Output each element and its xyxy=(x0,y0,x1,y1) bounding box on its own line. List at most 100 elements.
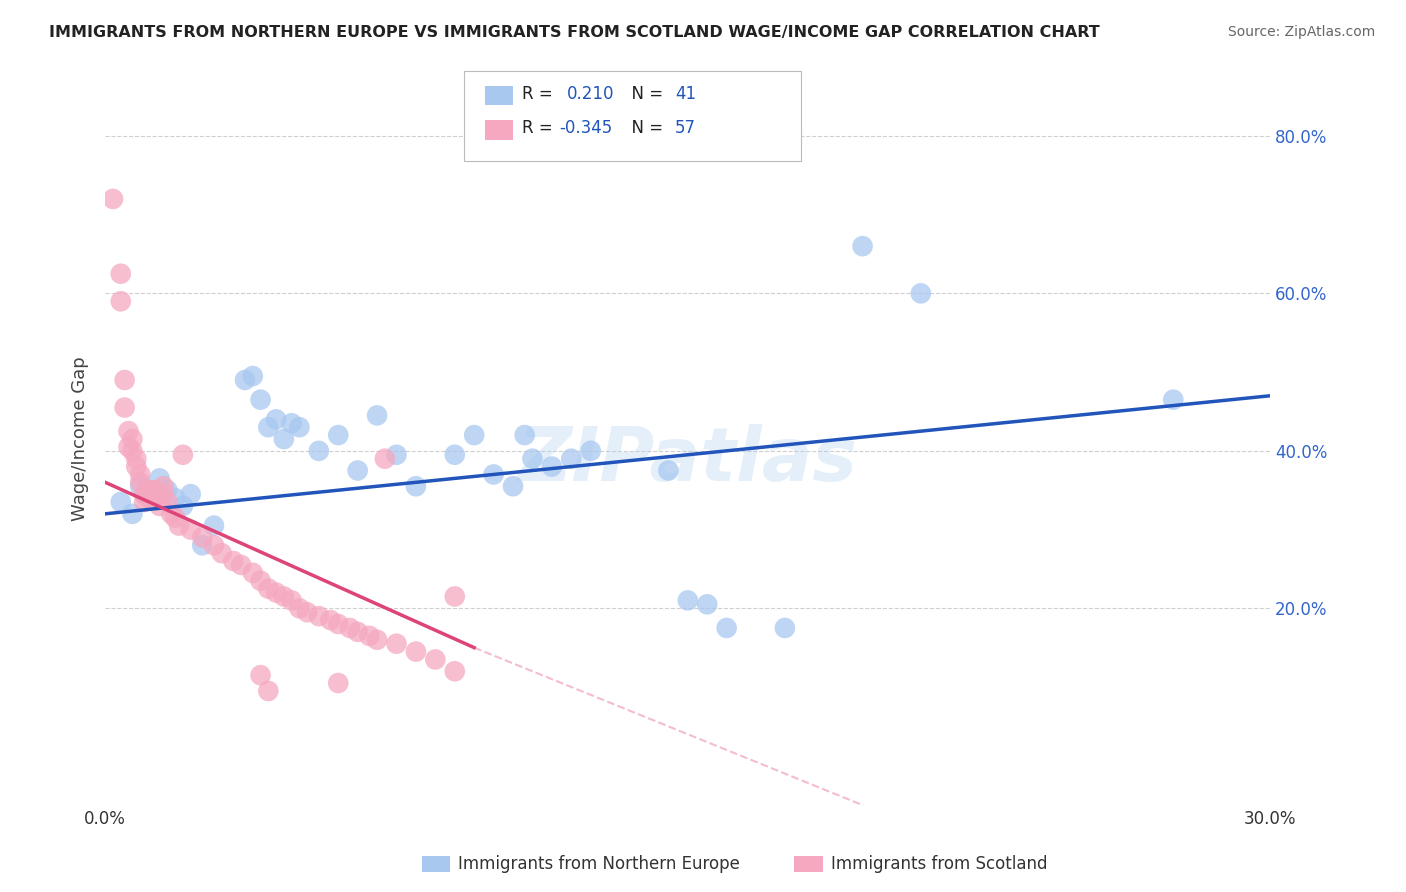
Point xyxy=(374,451,396,466)
Point xyxy=(513,428,536,442)
Text: -0.345: -0.345 xyxy=(560,119,613,136)
Point xyxy=(328,617,350,632)
Point xyxy=(202,538,225,552)
Point xyxy=(136,483,159,498)
Point xyxy=(180,523,202,537)
Point xyxy=(149,499,172,513)
Point xyxy=(101,192,124,206)
Point xyxy=(346,624,368,639)
Point xyxy=(129,475,152,490)
Text: 57: 57 xyxy=(675,119,696,136)
Point xyxy=(191,530,214,544)
Point xyxy=(405,479,427,493)
Point xyxy=(366,632,388,647)
Point xyxy=(222,554,245,568)
Point xyxy=(425,652,447,666)
Text: ZIPatlas: ZIPatlas xyxy=(517,425,858,498)
Point xyxy=(117,424,139,438)
Point xyxy=(136,491,159,505)
Point xyxy=(541,459,564,474)
Point xyxy=(308,443,330,458)
Point xyxy=(773,621,796,635)
Point xyxy=(156,495,179,509)
Point xyxy=(149,471,172,485)
Point xyxy=(319,613,342,627)
Point xyxy=(121,443,143,458)
Point xyxy=(141,483,163,498)
Point xyxy=(696,598,718,612)
Point xyxy=(443,590,465,604)
Point xyxy=(385,637,408,651)
Point xyxy=(165,510,187,524)
Point xyxy=(202,518,225,533)
Point xyxy=(129,467,152,482)
Point xyxy=(308,609,330,624)
Point xyxy=(328,428,350,442)
Point xyxy=(211,546,233,560)
Point xyxy=(385,448,408,462)
Point xyxy=(657,463,679,477)
Point xyxy=(359,629,381,643)
Text: IMMIGRANTS FROM NORTHERN EUROPE VS IMMIGRANTS FROM SCOTLAND WAGE/INCOME GAP CORR: IMMIGRANTS FROM NORTHERN EUROPE VS IMMIG… xyxy=(49,25,1099,40)
Point xyxy=(463,428,485,442)
Point xyxy=(339,621,361,635)
Point xyxy=(443,665,465,679)
Point xyxy=(117,440,139,454)
Point xyxy=(152,487,174,501)
Point xyxy=(160,507,183,521)
Point xyxy=(242,369,264,384)
Text: Source: ZipAtlas.com: Source: ZipAtlas.com xyxy=(1227,25,1375,39)
Text: N =: N = xyxy=(621,119,669,136)
Point xyxy=(264,585,287,599)
Point xyxy=(280,417,302,431)
Text: R =: R = xyxy=(522,119,558,136)
Text: Immigrants from Northern Europe: Immigrants from Northern Europe xyxy=(458,855,740,873)
Point xyxy=(165,491,187,505)
Point xyxy=(110,294,132,309)
Point xyxy=(180,487,202,501)
Point xyxy=(145,491,167,505)
Point xyxy=(242,566,264,580)
Text: N =: N = xyxy=(621,85,669,103)
Point xyxy=(132,495,155,509)
Point xyxy=(502,479,524,493)
Point xyxy=(141,491,163,505)
Point xyxy=(1161,392,1184,407)
Text: Immigrants from Scotland: Immigrants from Scotland xyxy=(831,855,1047,873)
Point xyxy=(249,392,271,407)
Text: R =: R = xyxy=(522,85,562,103)
Point xyxy=(233,373,256,387)
Point xyxy=(264,412,287,426)
Point xyxy=(273,432,295,446)
Point xyxy=(257,684,280,698)
Point xyxy=(145,483,167,498)
Point xyxy=(346,463,368,477)
Point xyxy=(522,451,544,466)
Point xyxy=(273,590,295,604)
Y-axis label: Wage/Income Gap: Wage/Income Gap xyxy=(72,357,89,522)
Point xyxy=(366,409,388,423)
Point xyxy=(257,420,280,434)
Point xyxy=(249,574,271,588)
Point xyxy=(152,479,174,493)
Point xyxy=(249,668,271,682)
Point xyxy=(560,451,582,466)
Point xyxy=(121,432,143,446)
Point xyxy=(191,538,214,552)
Point xyxy=(110,495,132,509)
Text: 0.210: 0.210 xyxy=(567,85,614,103)
Point xyxy=(167,518,190,533)
Point xyxy=(851,239,873,253)
Point xyxy=(114,401,136,415)
Point xyxy=(110,267,132,281)
Point xyxy=(328,676,350,690)
Point xyxy=(114,373,136,387)
Point xyxy=(716,621,738,635)
Point xyxy=(125,459,148,474)
Point xyxy=(129,479,152,493)
Point xyxy=(910,286,932,301)
Point xyxy=(121,507,143,521)
Point xyxy=(295,605,318,619)
Text: 41: 41 xyxy=(675,85,696,103)
Point xyxy=(288,420,311,434)
